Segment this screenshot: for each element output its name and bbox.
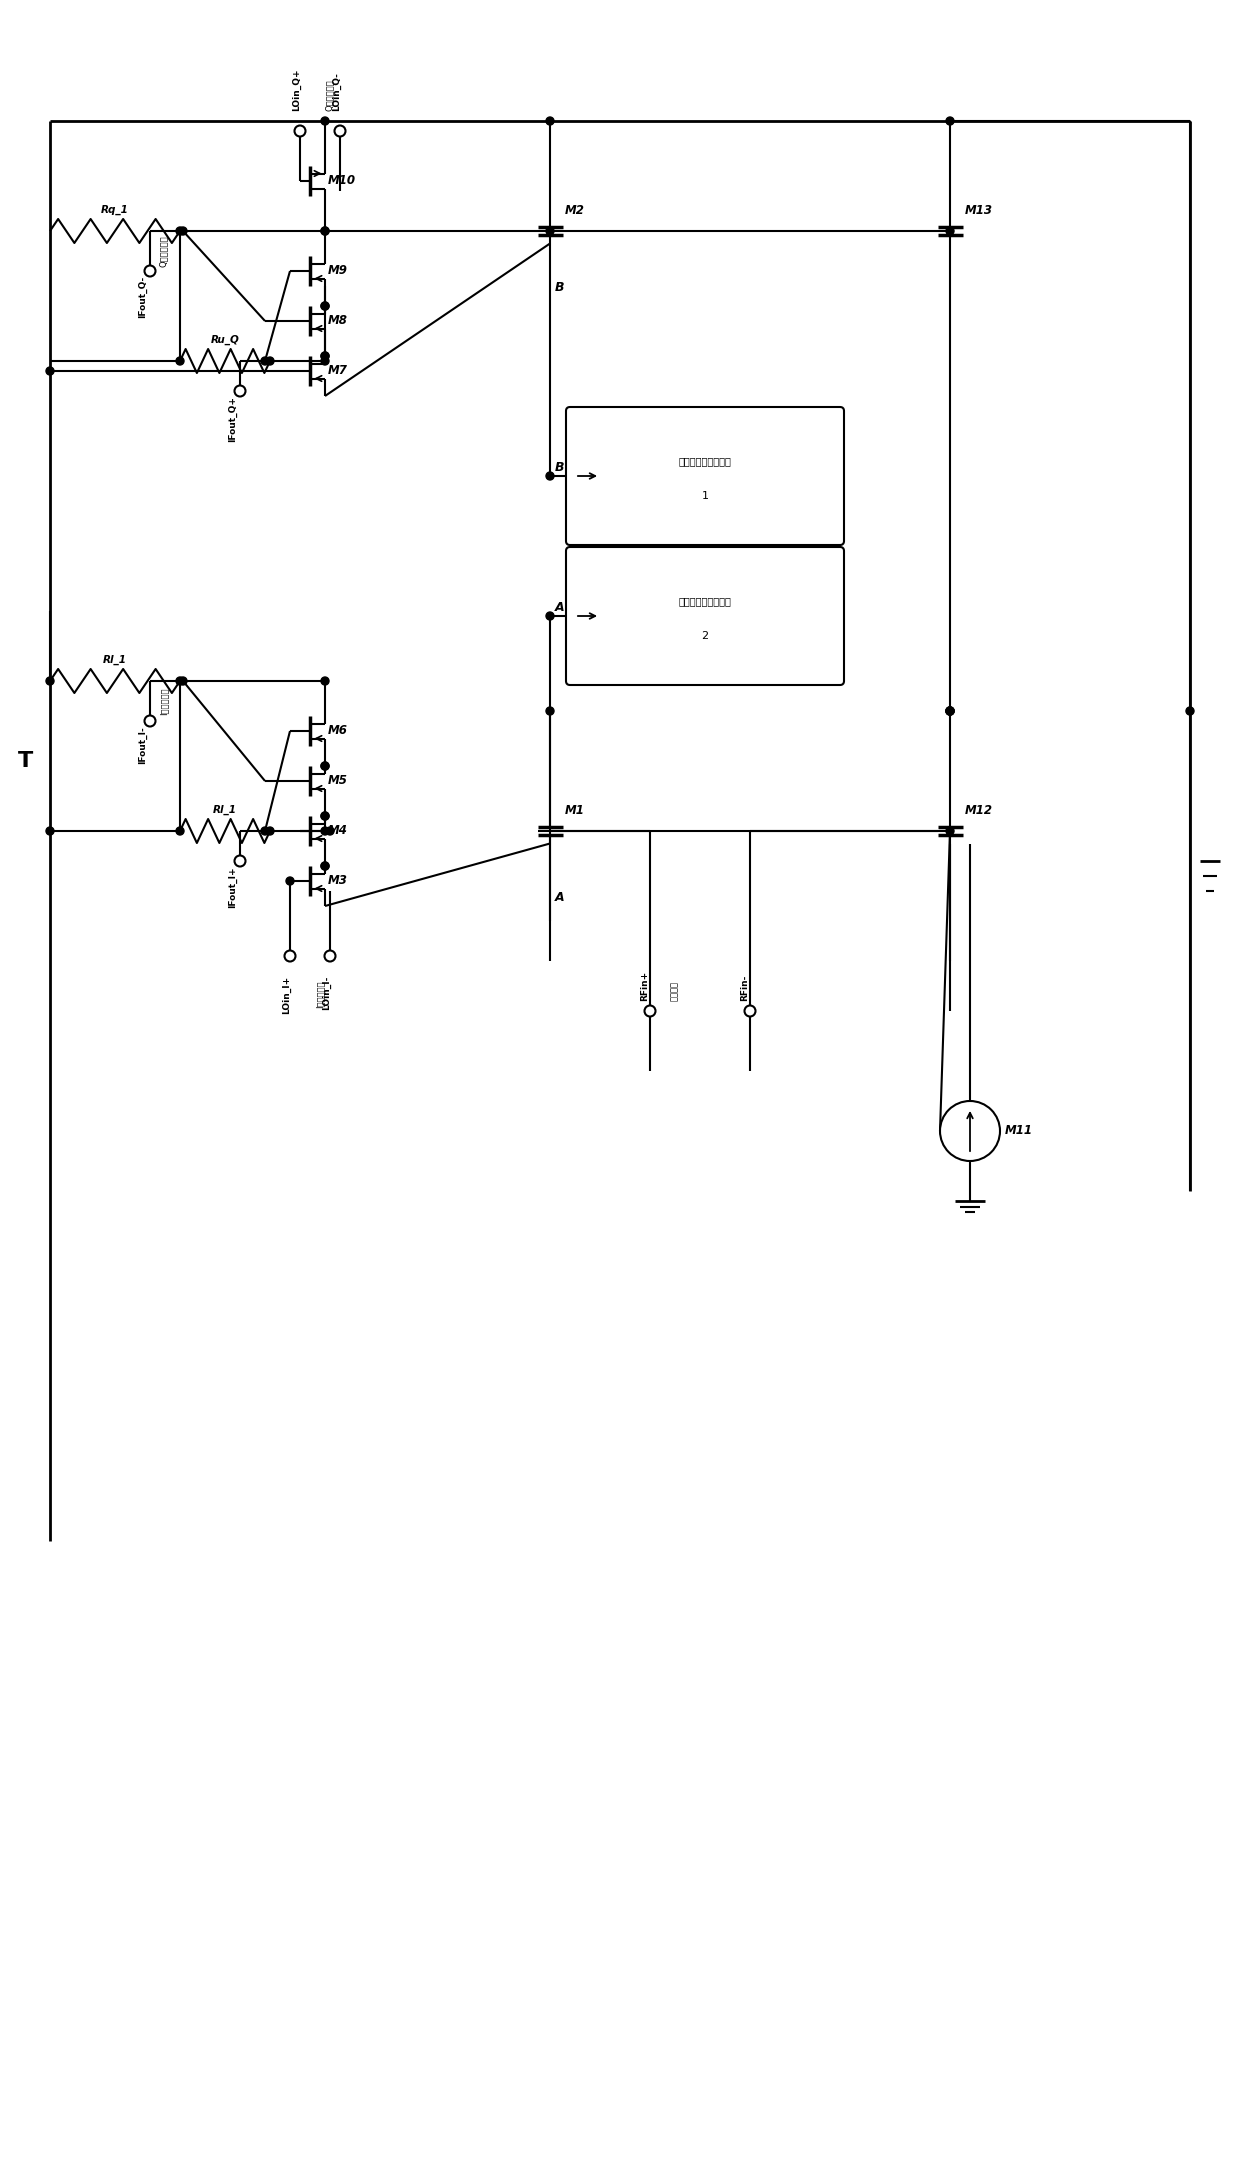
Circle shape	[260, 357, 269, 365]
Text: B: B	[556, 461, 564, 473]
Text: IFout_Q+: IFout_Q+	[228, 396, 238, 441]
Text: A: A	[556, 891, 564, 904]
Circle shape	[546, 707, 554, 716]
Circle shape	[946, 707, 954, 716]
Text: T: T	[17, 750, 32, 772]
Circle shape	[325, 951, 336, 962]
Circle shape	[946, 707, 954, 716]
Circle shape	[321, 303, 329, 309]
Text: Q路中频输出: Q路中频输出	[159, 236, 167, 266]
Circle shape	[321, 227, 329, 236]
Text: M1: M1	[565, 804, 585, 817]
Text: B: B	[556, 281, 564, 294]
Circle shape	[321, 352, 329, 361]
Circle shape	[267, 357, 274, 365]
Text: RFin-: RFin-	[740, 975, 749, 1001]
Circle shape	[946, 117, 954, 125]
Text: LOin_Q+: LOin_Q+	[293, 69, 301, 110]
Circle shape	[321, 677, 329, 685]
Text: M5: M5	[329, 774, 348, 787]
Circle shape	[946, 828, 954, 835]
Circle shape	[946, 707, 954, 716]
Circle shape	[321, 828, 329, 835]
Circle shape	[946, 227, 954, 236]
Text: Rq_1: Rq_1	[102, 205, 129, 214]
Circle shape	[321, 227, 329, 236]
Circle shape	[321, 352, 329, 361]
Circle shape	[321, 761, 329, 770]
Text: IFout_Q-: IFout_Q-	[139, 277, 148, 318]
Circle shape	[321, 357, 329, 365]
Text: M3: M3	[329, 873, 348, 886]
Circle shape	[645, 1005, 656, 1016]
Circle shape	[946, 707, 954, 716]
Circle shape	[46, 368, 55, 374]
Text: M7: M7	[329, 365, 348, 378]
Text: Rl_1: Rl_1	[103, 655, 126, 666]
Circle shape	[326, 828, 334, 835]
Circle shape	[744, 1005, 755, 1016]
Circle shape	[546, 471, 554, 480]
Text: LOin_Q-: LOin_Q-	[332, 71, 341, 110]
Text: I路本振输入: I路本振输入	[315, 982, 324, 1007]
Text: M6: M6	[329, 724, 348, 737]
Text: LOin_I+: LOin_I+	[283, 975, 291, 1014]
Circle shape	[46, 828, 55, 835]
Circle shape	[546, 227, 554, 236]
Text: M11: M11	[1004, 1124, 1033, 1137]
Text: IFout_I+: IFout_I+	[228, 867, 238, 908]
Circle shape	[46, 677, 55, 685]
Text: M13: M13	[965, 205, 993, 218]
Circle shape	[1185, 707, 1194, 716]
Circle shape	[284, 951, 295, 962]
Circle shape	[176, 227, 184, 236]
Circle shape	[546, 117, 554, 125]
Circle shape	[179, 677, 187, 685]
Text: I路中频输出: I路中频输出	[159, 688, 167, 716]
Text: 温度自适应控制电路: 温度自适应控制电路	[678, 597, 732, 605]
Circle shape	[179, 227, 187, 236]
Circle shape	[260, 828, 269, 835]
Text: IFout_I-: IFout_I-	[139, 726, 148, 763]
Circle shape	[321, 117, 329, 125]
Circle shape	[335, 125, 346, 136]
Circle shape	[145, 266, 155, 277]
FancyBboxPatch shape	[565, 406, 844, 545]
Text: M4: M4	[329, 824, 348, 837]
Circle shape	[286, 878, 294, 884]
Text: Rl_1: Rl_1	[213, 804, 237, 815]
Text: LOin_I-: LOin_I-	[322, 975, 331, 1010]
FancyBboxPatch shape	[565, 547, 844, 685]
Text: RFin+: RFin+	[641, 971, 650, 1001]
Circle shape	[321, 863, 329, 869]
Text: 开关控制负反馈电路: 开关控制负反馈电路	[678, 456, 732, 467]
Text: M9: M9	[329, 264, 348, 277]
Circle shape	[267, 828, 274, 835]
Circle shape	[176, 828, 184, 835]
Circle shape	[546, 612, 554, 620]
Circle shape	[176, 677, 184, 685]
Circle shape	[321, 813, 329, 819]
Circle shape	[321, 761, 329, 770]
Circle shape	[145, 716, 155, 726]
Text: A: A	[556, 601, 564, 614]
Circle shape	[321, 863, 329, 869]
Text: Ru_Q: Ru_Q	[211, 335, 239, 346]
Text: 1: 1	[702, 491, 708, 502]
Text: M2: M2	[565, 205, 585, 218]
Text: 射频输入: 射频输入	[670, 982, 680, 1001]
Circle shape	[321, 303, 329, 309]
Circle shape	[295, 125, 305, 136]
Text: M8: M8	[329, 313, 348, 326]
Text: 2: 2	[702, 631, 708, 640]
Text: M10: M10	[329, 175, 356, 188]
Circle shape	[234, 856, 246, 867]
Circle shape	[321, 813, 329, 819]
Text: Q路本振输入: Q路本振输入	[325, 80, 334, 110]
Circle shape	[176, 357, 184, 365]
Text: M12: M12	[965, 804, 993, 817]
Circle shape	[940, 1100, 999, 1161]
Circle shape	[234, 385, 246, 396]
